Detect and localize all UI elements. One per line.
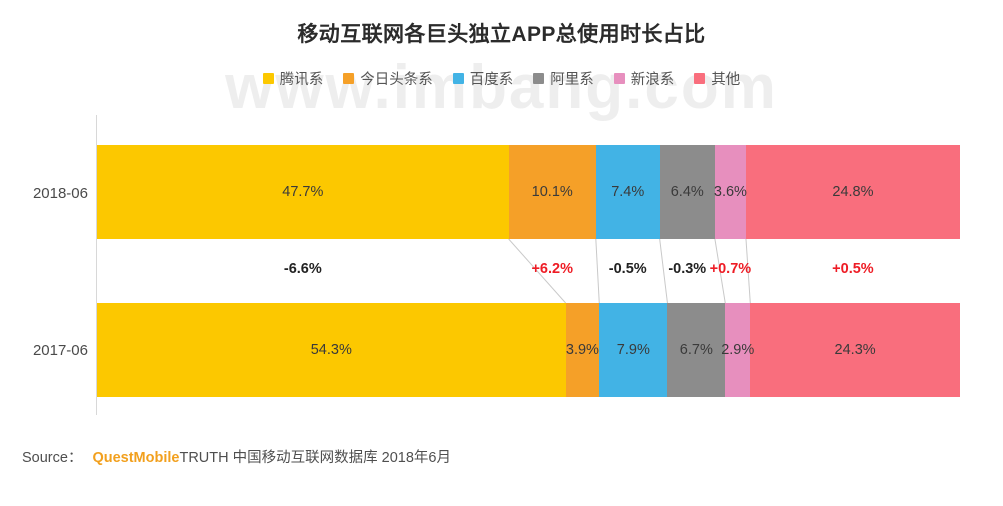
legend-item-alibaba[interactable]: 阿里系 [533, 68, 594, 89]
y-axis-line [96, 115, 97, 415]
legend-label-baidu: 百度系 [469, 72, 514, 88]
legend-item-toutiao[interactable]: 今日头条系 [343, 68, 433, 89]
legend-item-tencent[interactable]: 腾讯系 [262, 68, 324, 89]
category-label-2018-06: 2018-06 [32, 185, 88, 202]
delta-value-tencent: -6.6% [283, 261, 322, 277]
delta-annotation-row: -6.6% +6.2% -0.5% -0.3% +0.7% +0.5% [97, 252, 960, 286]
bar-segment-2018-06-other[interactable]: 24.8% [745, 145, 960, 239]
bar-segment-2017-06-sina[interactable]: 2.9% [721, 303, 754, 397]
legend-item-other[interactable]: 其他 [694, 68, 740, 89]
delta-value-sina: +0.7% [709, 261, 752, 277]
legend-swatch-sina [613, 73, 625, 84]
legend-swatch-toutiao [343, 73, 355, 84]
legend-item-sina[interactable]: 新浪系 [613, 68, 675, 89]
bar-segment-2018-06-tencent[interactable]: 47.7% [97, 145, 509, 239]
delta-cell-baidu: -0.5% [596, 252, 660, 286]
segment-value-label: 24.8% [832, 184, 874, 200]
bar-segment-2017-06-alibaba[interactable]: 6.7% [667, 303, 726, 397]
segment-value-label: 24.3% [834, 342, 876, 358]
stacked-bar-2018-06: 47.7% 10.1% 7.4% 6.4% 3.6% 24.8% [97, 145, 960, 239]
legend-swatch-other [694, 73, 706, 84]
segment-value-label: 47.7% [282, 184, 324, 200]
legend-label-tencent: 腾讯系 [279, 72, 324, 88]
segment-value-label: 7.9% [616, 342, 650, 358]
delta-cell-other: +0.5% [746, 252, 960, 286]
bar-segment-2017-06-toutiao[interactable]: 3.9% [565, 303, 600, 397]
bar-segment-2018-06-baidu[interactable]: 7.4% [595, 145, 660, 239]
delta-cell-tencent: -6.6% [97, 252, 509, 286]
chart-plot-area: 47.7% 10.1% 7.4% 6.4% 3.6% 24.8% 54.3% 3… [96, 115, 960, 415]
legend-label-toutiao: 今日头条系 [360, 72, 433, 88]
bar-segment-2017-06-tencent[interactable]: 54.3% [97, 303, 566, 397]
segment-value-label: 7.4% [611, 184, 645, 200]
bar-segment-2018-06-alibaba[interactable]: 6.4% [659, 145, 715, 239]
source-rest-label: TRUTH 中国移动互联网数据库 2018年6月 [179, 450, 451, 466]
bar-segment-2018-06-sina[interactable]: 3.6% [713, 145, 747, 239]
legend-label-other: 其他 [711, 72, 741, 88]
segment-value-label: 3.9% [565, 342, 599, 358]
bar-segment-2018-06-toutiao[interactable]: 10.1% [508, 145, 596, 239]
category-label-2017-06: 2017-06 [32, 342, 88, 359]
delta-cell-alibaba: -0.3% [660, 252, 715, 286]
bar-segment-2017-06-baidu[interactable]: 7.9% [599, 303, 668, 397]
page-title: 移动互联网各巨头独立APP总使用时长占比 [297, 23, 706, 46]
stacked-bar-2017-06: 54.3% 3.9% 7.9% 6.7% 2.9% 24.3% [97, 303, 960, 397]
segment-value-label: 10.1% [531, 184, 573, 200]
legend-label-sina: 新浪系 [630, 72, 675, 88]
source-prefix-label: Source： [22, 450, 83, 466]
segment-value-label: 3.6% [713, 184, 747, 200]
legend-label-alibaba: 阿里系 [550, 72, 594, 88]
segment-value-label: 6.4% [670, 184, 704, 200]
source-brand-label: QuestMobile [92, 450, 180, 466]
legend-item-baidu[interactable]: 百度系 [452, 68, 514, 89]
chart-legend: 腾讯系 今日头条系 百度系 阿里系 新浪系 其他 [0, 68, 1003, 89]
delta-cell-toutiao: +6.2% [509, 252, 596, 286]
legend-swatch-alibaba [533, 73, 545, 84]
segment-value-label: 54.3% [310, 342, 352, 358]
delta-cell-sina: +0.7% [710, 252, 752, 286]
source-note: Source： QuestMobileTRUTH 中国移动互联网数据库 2018年… [22, 446, 451, 467]
legend-swatch-baidu [452, 73, 464, 84]
segment-value-label: 6.7% [679, 342, 713, 358]
delta-value-alibaba: -0.3% [668, 261, 707, 277]
bar-segment-2017-06-other[interactable]: 24.3% [750, 303, 960, 397]
delta-value-baidu: -0.5% [608, 261, 647, 277]
segment-value-label: 2.9% [721, 342, 755, 358]
legend-swatch-tencent [262, 73, 274, 84]
delta-value-other: +0.5% [832, 261, 874, 277]
delta-value-toutiao: +6.2% [531, 261, 573, 277]
